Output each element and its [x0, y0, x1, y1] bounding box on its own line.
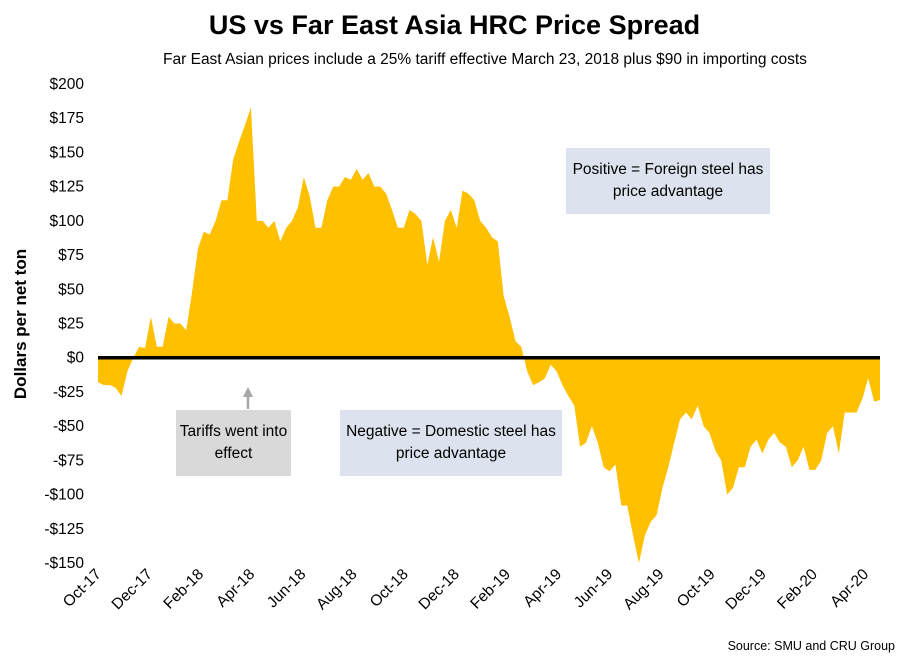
x-tick-label: Apr-20	[827, 566, 872, 611]
positive-annotation: Positive = Foreign steel has price advan…	[566, 148, 770, 214]
x-tick-label: Apr-18	[213, 566, 258, 611]
y-tick-label: $200	[50, 76, 85, 93]
spread-area	[98, 107, 880, 564]
x-tick-label: Oct-18	[367, 566, 412, 611]
y-tick-label: -$50	[53, 418, 84, 435]
x-tick-label: Oct-17	[60, 566, 105, 611]
y-tick-label: $150	[50, 144, 85, 161]
chart-title: US vs Far East Asia HRC Price Spread	[208, 10, 701, 40]
x-tick-label: Aug-19	[620, 566, 667, 613]
y-tick-label: $50	[58, 281, 84, 298]
x-tick-label: Dec-19	[722, 566, 769, 613]
y-tick-label: -$100	[44, 487, 84, 504]
tariff-arrow-head	[242, 387, 253, 397]
y-tick-label: $125	[50, 179, 84, 196]
x-tick-label: Oct-19	[674, 566, 719, 611]
y-tick-label: $175	[50, 110, 84, 127]
x-tick-label: Jun-19	[571, 566, 617, 612]
x-tick-label: Aug-18	[313, 566, 360, 613]
y-tick-label: $100	[50, 213, 85, 230]
y-tick-label: $75	[58, 247, 84, 264]
x-tick-label: Dec-17	[109, 566, 156, 613]
y-tick-label: -$25	[53, 384, 84, 401]
tariffs-annotation: Tariffs went into effect	[176, 410, 291, 476]
y-tick-label: -$125	[44, 521, 84, 538]
x-tick-label: Feb-20	[774, 566, 821, 613]
y-tick-label: -$150	[44, 555, 84, 572]
y-tick-label: -$75	[53, 452, 84, 469]
x-tick-label: Dec-18	[416, 566, 463, 613]
x-tick-label: Jun-18	[264, 566, 310, 612]
x-tick-label: Feb-19	[467, 566, 514, 613]
y-axis-title: Dollars per net ton	[11, 249, 30, 399]
x-tick-label: Apr-19	[520, 566, 565, 611]
y-tick-label: $25	[58, 316, 84, 333]
x-tick-label: Feb-18	[160, 566, 207, 613]
source-note: Source: SMU and CRU Group	[727, 639, 895, 653]
chart-subtitle: Far East Asian prices include a 25% tari…	[163, 51, 807, 68]
negative-annotation: Negative = Domestic steel has price adva…	[340, 410, 562, 476]
y-tick-label: $0	[67, 350, 85, 367]
